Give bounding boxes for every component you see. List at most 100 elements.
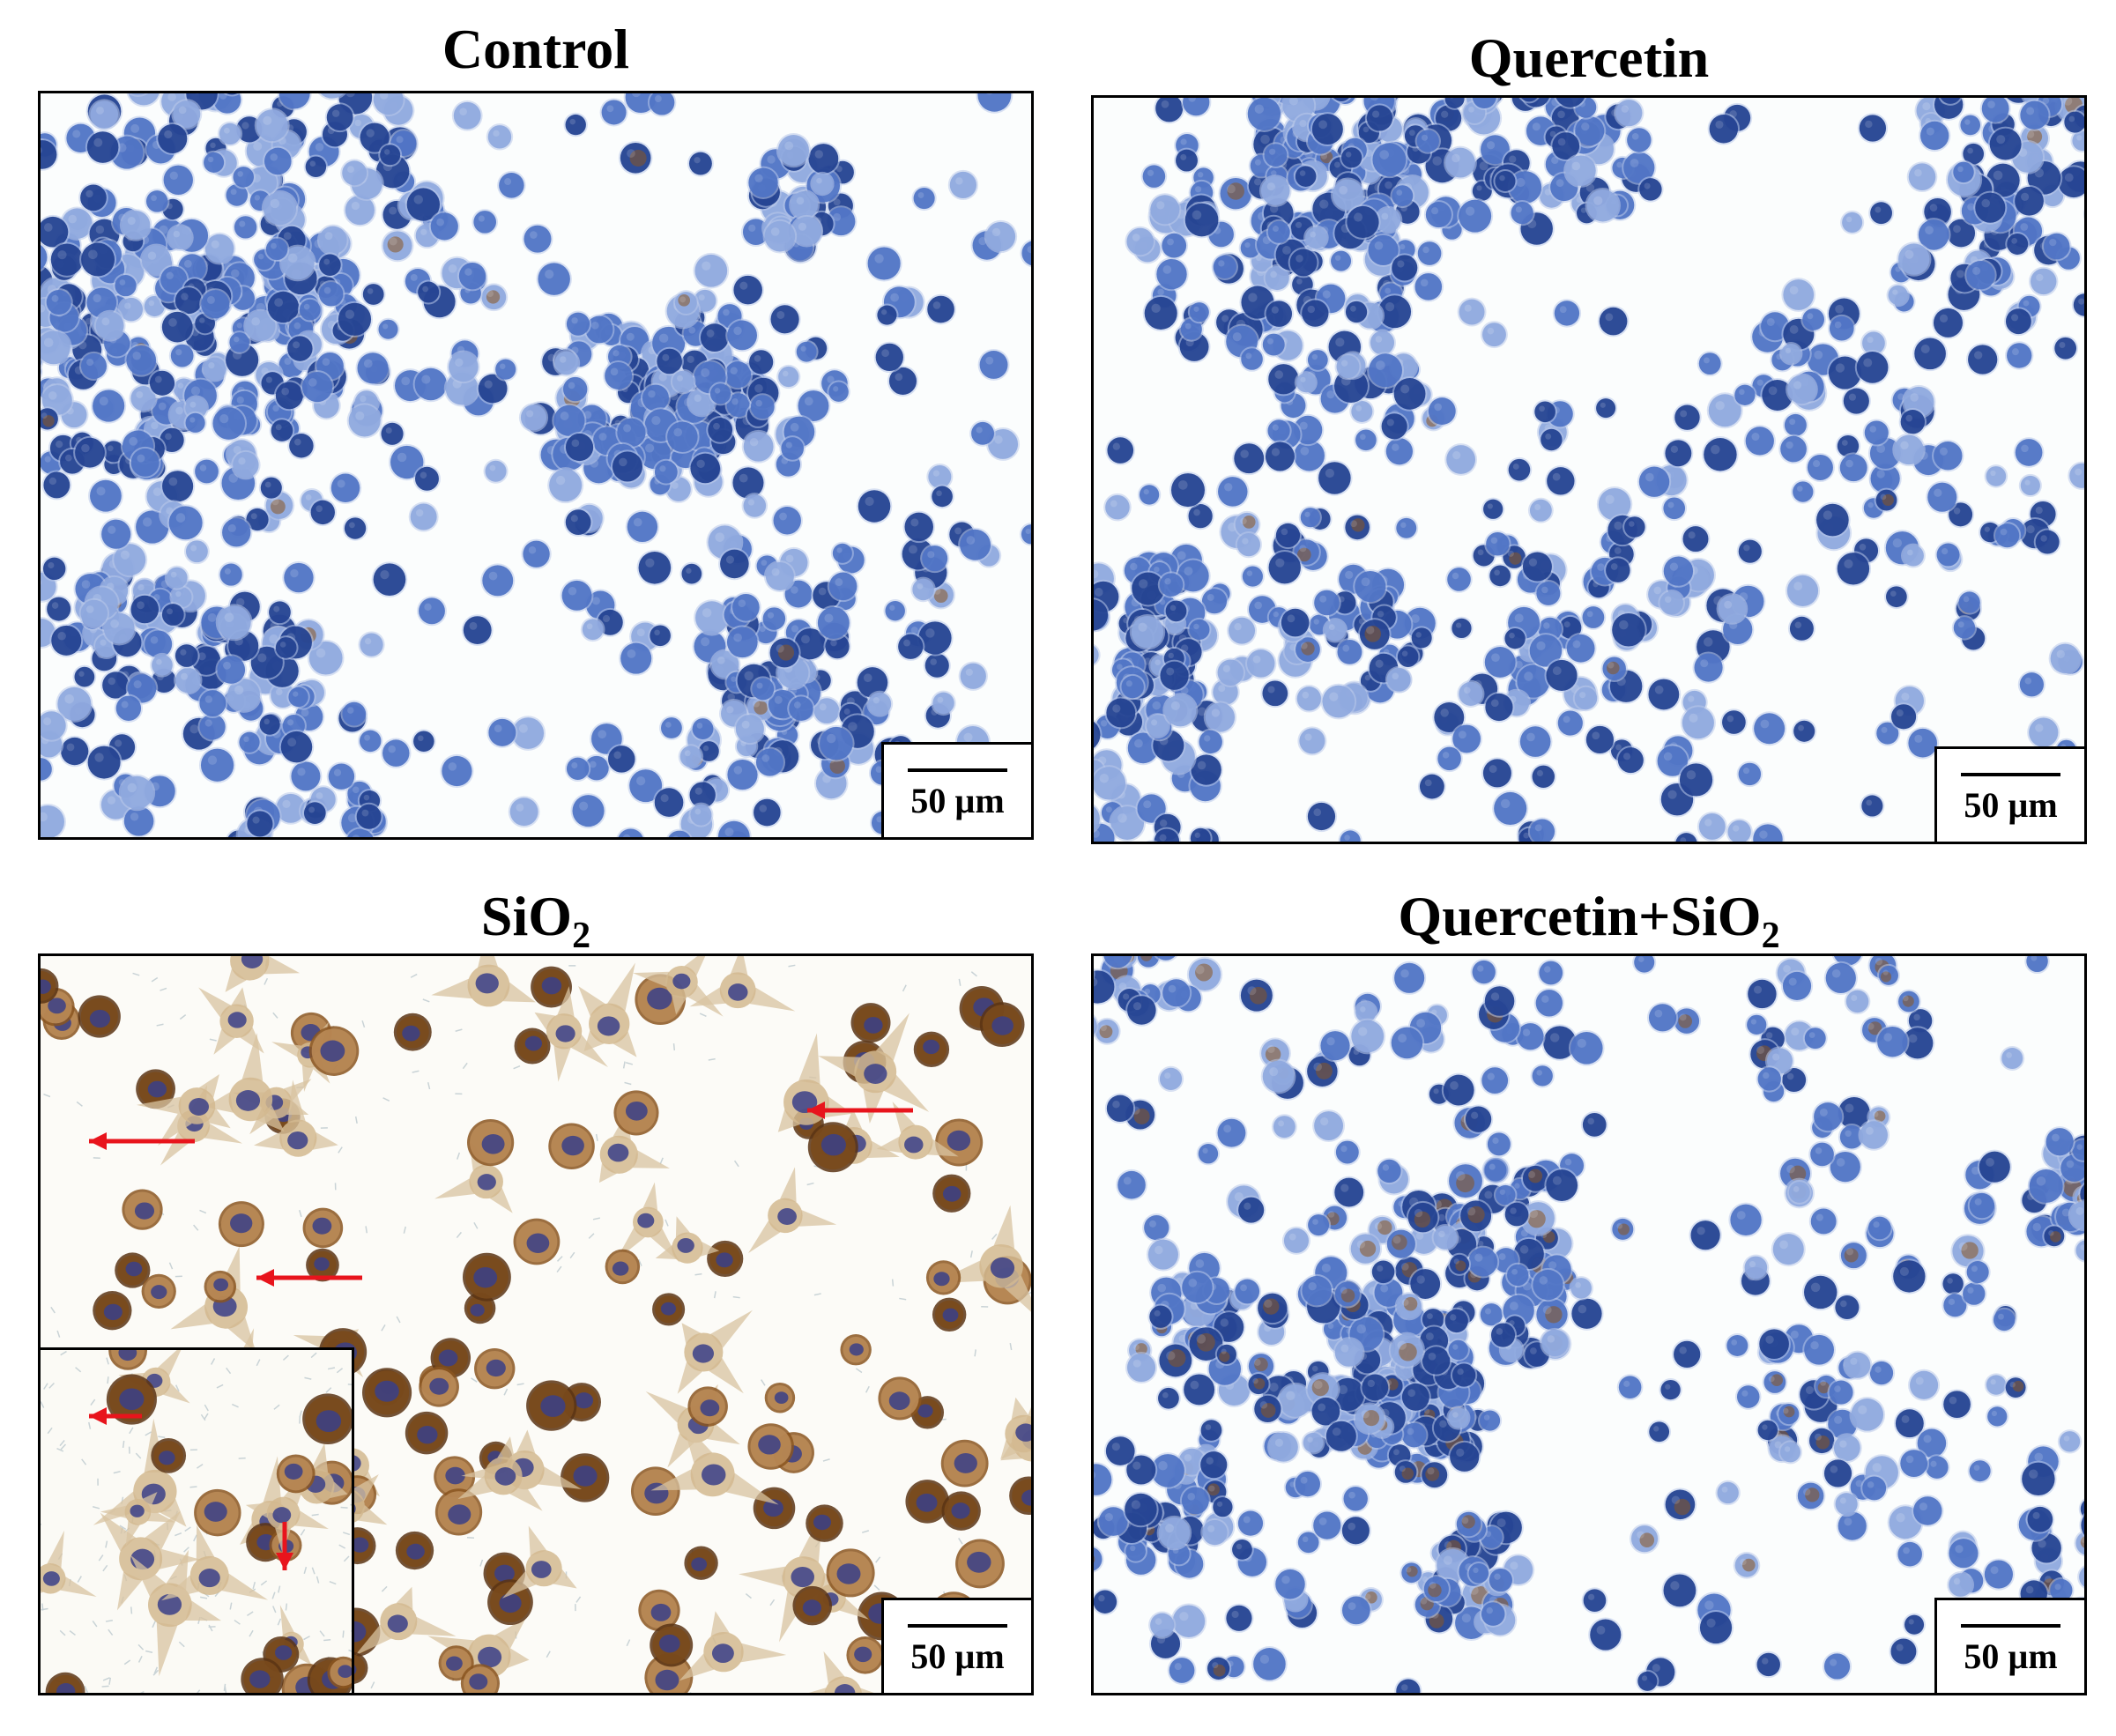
cell	[1179, 1485, 1211, 1517]
cell	[1689, 1219, 1722, 1252]
cell	[1610, 611, 1647, 649]
cell	[358, 631, 385, 658]
cell	[827, 380, 850, 404]
cell	[1130, 570, 1167, 607]
cell	[1932, 439, 1964, 472]
cell	[2044, 1126, 2075, 1158]
cell	[1103, 493, 1132, 522]
cell	[761, 605, 788, 632]
cell	[1199, 1450, 1229, 1480]
cell	[652, 786, 686, 819]
cell	[471, 209, 498, 235]
cell	[1781, 278, 1816, 312]
cell	[940, 1439, 989, 1487]
cell	[45, 1672, 85, 1693]
cell	[113, 273, 138, 299]
cell	[164, 565, 189, 590]
cell	[1197, 728, 1224, 756]
cell	[752, 797, 783, 828]
cell	[1384, 436, 1414, 467]
cell	[1610, 1216, 1636, 1242]
cell	[1340, 1515, 1371, 1547]
cell	[237, 730, 262, 754]
cell	[1161, 977, 1192, 1009]
cell	[2048, 642, 2083, 676]
cell	[733, 713, 766, 746]
cell	[1673, 403, 1702, 432]
cell	[513, 1218, 561, 1265]
cell	[1908, 1369, 1941, 1401]
cell	[1584, 723, 1616, 756]
cell	[777, 1033, 853, 1132]
cell	[245, 809, 275, 837]
cell	[1831, 1433, 1862, 1463]
cell	[1912, 1495, 1944, 1527]
cell	[779, 435, 806, 462]
cell	[300, 369, 335, 404]
cell	[1518, 724, 1553, 759]
cell	[1868, 462, 1902, 495]
cell	[1258, 174, 1292, 207]
cell	[1697, 1610, 1734, 1646]
cell	[1441, 1072, 1476, 1108]
cell	[670, 368, 696, 395]
cell	[1892, 433, 1926, 467]
cell	[1459, 1198, 1494, 1234]
cell	[818, 724, 855, 762]
cell	[563, 431, 596, 464]
cell	[1951, 615, 1978, 641]
cell	[687, 150, 714, 177]
cell	[1450, 616, 1474, 641]
cell	[1588, 1617, 1623, 1652]
cell	[204, 1033, 285, 1132]
cell	[1862, 419, 1890, 447]
cell	[522, 223, 553, 255]
cell	[1340, 145, 1364, 170]
cell	[1518, 98, 1540, 104]
cell	[1311, 1510, 1343, 1541]
cell	[1144, 713, 1170, 739]
cell	[665, 419, 700, 455]
cell	[850, 1003, 891, 1043]
cell	[1094, 967, 1095, 980]
cell	[93, 309, 126, 342]
cell	[217, 121, 243, 146]
cell	[750, 676, 776, 702]
cell	[226, 677, 263, 713]
scale-bar: 50 µm	[881, 742, 1031, 837]
cell	[1353, 568, 1388, 605]
cell	[1800, 307, 1827, 332]
cell	[1466, 1562, 1491, 1585]
cell	[706, 416, 735, 444]
cell	[1785, 573, 1821, 608]
cell	[211, 405, 248, 441]
cell	[1915, 1427, 1949, 1459]
cell	[536, 261, 572, 297]
cell	[1857, 113, 1889, 144]
cell	[1596, 486, 1633, 523]
cell	[1493, 1183, 1518, 1207]
cell	[1506, 456, 1533, 483]
cell	[2013, 437, 2045, 468]
cell	[1447, 1162, 1484, 1200]
cell	[920, 544, 950, 574]
cell	[1646, 677, 1682, 712]
cell	[2017, 671, 2045, 699]
cell	[2018, 473, 2042, 498]
cell	[253, 1079, 338, 1157]
cell	[78, 351, 109, 381]
cell	[141, 1273, 176, 1309]
cell	[1828, 1149, 1862, 1184]
cell	[655, 346, 684, 376]
cell	[1180, 1270, 1214, 1305]
cell	[747, 348, 776, 376]
cell	[1420, 1460, 1450, 1490]
cell	[91, 388, 127, 424]
cell	[1912, 336, 1948, 372]
cell	[1716, 593, 1748, 625]
cell	[976, 93, 1013, 114]
cell	[514, 1028, 551, 1065]
cell	[204, 1270, 237, 1303]
cell	[1186, 956, 1223, 992]
cell	[1343, 299, 1370, 325]
